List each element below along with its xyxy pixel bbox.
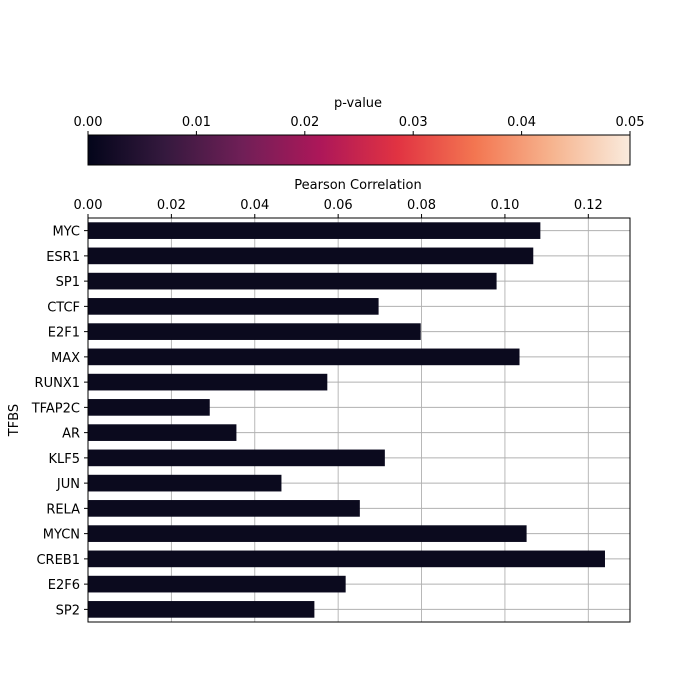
bar-rela xyxy=(88,500,360,517)
colorbar-tick-label: 0.03 xyxy=(399,115,428,130)
plot-frame xyxy=(87,217,631,623)
colorbar: p-value 0.00 0.01 0.02 0.03 0.04 0.05 xyxy=(74,96,645,166)
bar-creb1 xyxy=(88,550,605,568)
y-axis-ticks: MYC ESR1 SP1 CTCF E2F1 MAX RUNX1 TFAP2C AR KLF5 JU… xyxy=(31,225,88,618)
y-tick-label-ar: AR xyxy=(62,427,80,442)
y-tick-label-creb1: CREB1 xyxy=(36,553,80,568)
bar-mycn xyxy=(88,525,527,542)
colorbar-tick-label: 0.02 xyxy=(290,115,319,130)
bar-runx1 xyxy=(88,373,328,391)
colorbar-ticks: 0.00 0.01 0.02 0.03 0.04 0.05 xyxy=(74,115,645,135)
bar-sp1 xyxy=(88,272,497,290)
bar-tfap2c xyxy=(88,399,210,416)
plot-area: Pearson Correlation 0.00 0.02 0.04 0.06 0.08… xyxy=(7,178,631,623)
bar-myc xyxy=(88,222,541,239)
bar-ctcf xyxy=(88,298,379,315)
y-tick-label-myc: MYC xyxy=(52,225,80,240)
x-axis-ticks: 0.00 0.02 0.04 0.06 0.08 0.10 0.12 xyxy=(74,198,603,218)
bar-e2f6 xyxy=(88,575,346,593)
y-tick-label-e2f1: E2F1 xyxy=(48,326,80,341)
y-tick-label-e2f6: E2F6 xyxy=(48,578,80,593)
x-tick-label: 0.10 xyxy=(490,198,519,213)
y-tick-label-jun: JUN xyxy=(56,477,80,492)
y-tick-label-sp2: SP2 xyxy=(56,603,80,618)
y-tick-label-mycn: MYCN xyxy=(43,528,80,543)
y-tick-label-rela: RELA xyxy=(46,502,80,517)
x-tick-label: 0.12 xyxy=(574,198,603,213)
colorbar-tick-label: 0.04 xyxy=(507,115,536,130)
colorbar-tick-label: 0.00 xyxy=(74,115,103,130)
colorbar-tick-label: 0.01 xyxy=(182,115,211,130)
x-tick-label: 0.00 xyxy=(74,198,103,213)
x-tick-label: 0.08 xyxy=(407,198,436,213)
y-axis-title: TFBS xyxy=(7,404,22,437)
colorbar-tick-label: 0.05 xyxy=(616,115,645,130)
y-tick-label-ctcf: CTCF xyxy=(47,300,80,315)
y-tick-label-tfap2c: TFAP2C xyxy=(31,401,80,416)
bar-klf5 xyxy=(88,449,385,467)
x-tick-label: 0.06 xyxy=(324,198,353,213)
bar-e2f1 xyxy=(88,323,421,340)
bar-esr1 xyxy=(88,247,534,265)
colorbar-gradient xyxy=(87,134,631,166)
x-axis-title: Pearson Correlation xyxy=(294,178,421,193)
bars xyxy=(88,222,605,618)
x-tick-label: 0.04 xyxy=(240,198,269,213)
y-tick-label-sp1: SP1 xyxy=(56,275,80,290)
y-tick-label-runx1: RUNX1 xyxy=(35,376,80,391)
y-tick-label-klf5: KLF5 xyxy=(48,452,80,467)
y-tick-label-max: MAX xyxy=(51,351,80,366)
bar-max xyxy=(88,348,520,366)
bar-jun xyxy=(88,474,282,492)
colorbar-title: p-value xyxy=(334,96,382,111)
y-tick-label-esr1: ESR1 xyxy=(46,250,80,265)
bar-sp2 xyxy=(88,601,315,618)
x-tick-label: 0.02 xyxy=(157,198,186,213)
bar-ar xyxy=(88,424,237,441)
